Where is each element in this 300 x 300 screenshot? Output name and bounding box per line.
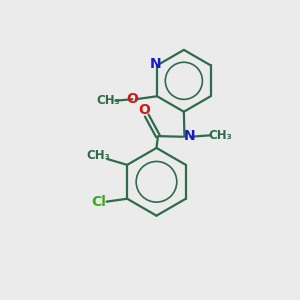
Text: CH₃: CH₃: [96, 94, 120, 107]
Text: Cl: Cl: [91, 195, 106, 209]
Text: N: N: [183, 129, 195, 143]
Text: N: N: [150, 58, 161, 71]
Text: CH₃: CH₃: [208, 129, 232, 142]
Text: O: O: [126, 92, 138, 106]
Text: O: O: [139, 103, 150, 117]
Text: CH₃: CH₃: [86, 149, 110, 162]
